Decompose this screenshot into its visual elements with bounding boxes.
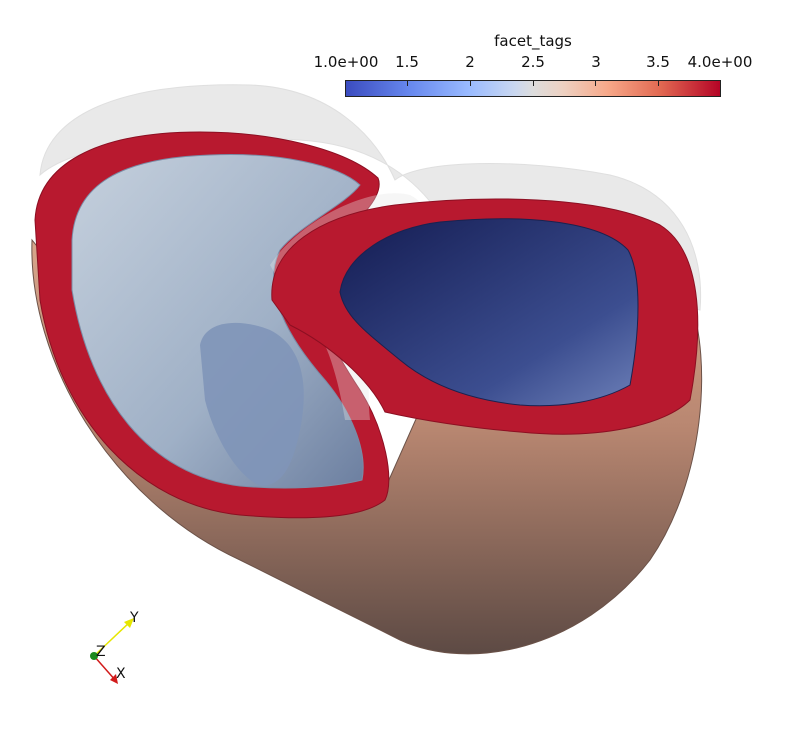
y-axis-label: Y	[130, 610, 139, 626]
legend-tick-label: 3.5	[646, 53, 670, 71]
legend-tick-mark	[720, 80, 721, 86]
legend-title: facet_tags	[494, 32, 572, 50]
legend-tick-label: 4.0e+00	[687, 53, 753, 71]
y-axis-line	[93, 619, 133, 657]
legend-tick-mark	[595, 80, 596, 86]
legend-tick-label: 3	[591, 53, 601, 71]
legend-tick-label: 2	[465, 53, 475, 71]
z-axis-dot-icon	[90, 652, 98, 660]
outer-shell	[39, 84, 702, 311]
x-axis-line	[93, 655, 117, 682]
legend-tick-label: 2.5	[521, 53, 545, 71]
legend-tick-mark	[345, 80, 346, 86]
lv-septal-ridge	[200, 322, 304, 486]
y-axis-arrow-icon	[124, 618, 134, 628]
legend-tick-mark	[533, 80, 534, 86]
x-axis-arrow-icon	[110, 674, 118, 684]
orientation-triad	[90, 618, 134, 684]
legend-tick-mark	[470, 80, 471, 86]
rv-cavity	[339, 218, 639, 407]
legend-tick-label: 1.0e+00	[313, 53, 379, 71]
legend-tick-mark	[407, 80, 408, 86]
x-axis-label: X	[116, 666, 126, 682]
legend-tick-label: 1.5	[395, 53, 419, 71]
z-axis-label: Z	[96, 644, 106, 660]
legend-tick-mark	[658, 80, 659, 86]
